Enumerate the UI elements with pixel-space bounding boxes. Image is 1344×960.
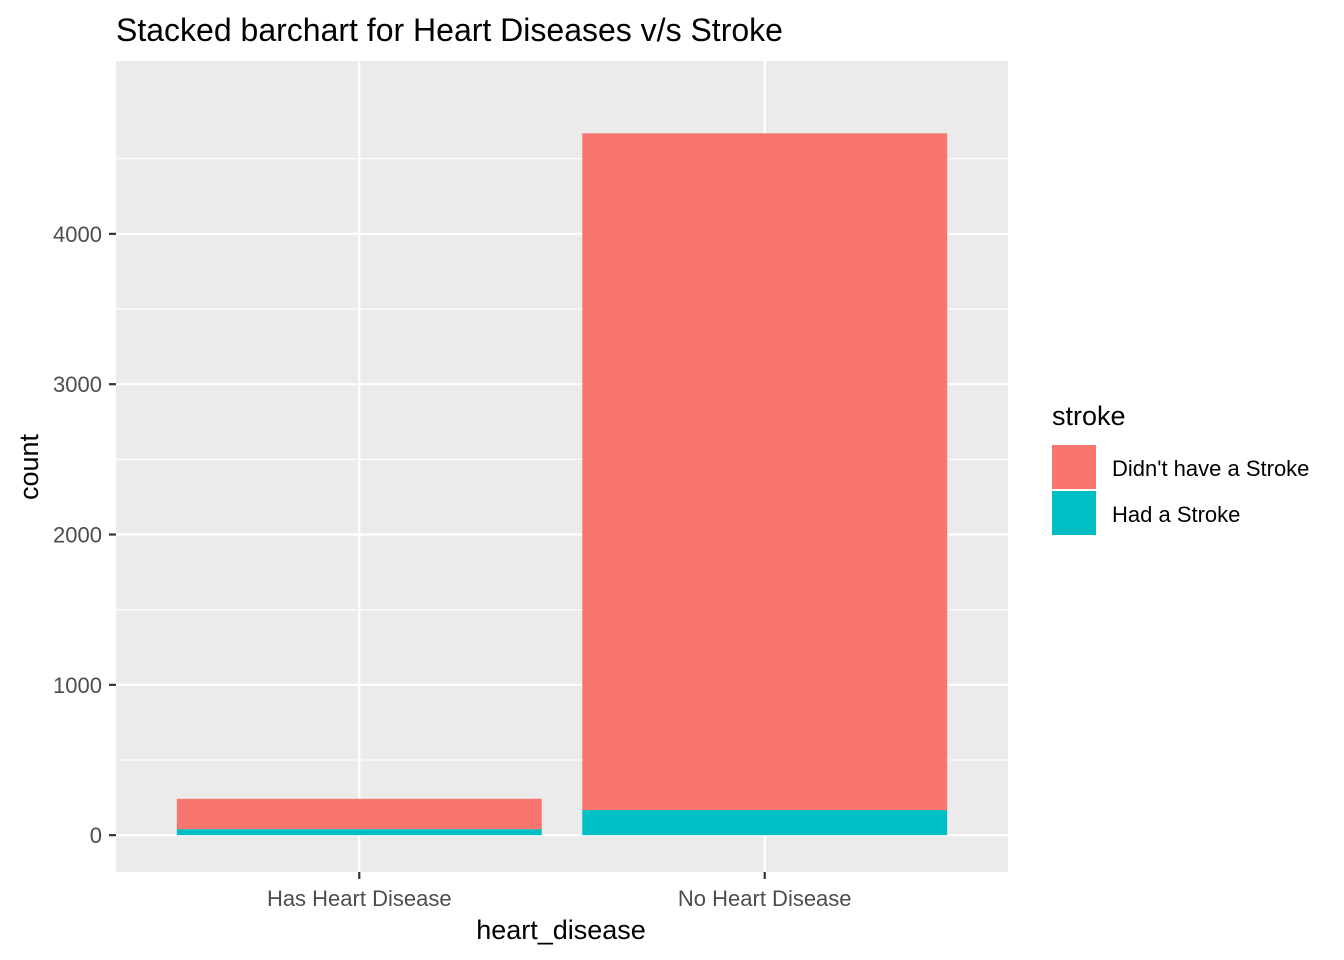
y-tick-label: 3000 <box>53 372 102 397</box>
legend-label: Had a Stroke <box>1112 502 1240 527</box>
y-axis-title: count <box>14 433 44 500</box>
x-tick-label: No Heart Disease <box>678 886 852 911</box>
x-axis-title: heart_disease <box>476 915 646 945</box>
y-tick-label: 4000 <box>53 222 102 247</box>
bar-segment <box>176 798 542 830</box>
x-axis: Has Heart Disease No Heart Disease <box>267 872 852 911</box>
legend-title: stroke <box>1052 401 1126 431</box>
legend-key <box>1052 445 1096 489</box>
legend: stroke Didn't have a Stroke Had a Stroke <box>1052 401 1309 535</box>
y-tick-label: 1000 <box>53 673 102 698</box>
legend-key <box>1052 491 1096 535</box>
bar-segment <box>582 810 948 836</box>
y-tick-label: 2000 <box>53 523 102 548</box>
legend-items: Didn't have a Stroke Had a Stroke <box>1052 445 1309 535</box>
legend-label: Didn't have a Stroke <box>1112 456 1309 481</box>
y-axis: 0 1000 2000 3000 4000 <box>53 222 116 848</box>
x-tick-label: Has Heart Disease <box>267 886 452 911</box>
bars <box>176 133 948 836</box>
y-tick-label: 0 <box>90 823 102 848</box>
chart-title: Stacked barchart for Heart Diseases v/s … <box>116 12 783 48</box>
bar-segment <box>176 829 542 836</box>
bar-segment <box>582 133 948 811</box>
